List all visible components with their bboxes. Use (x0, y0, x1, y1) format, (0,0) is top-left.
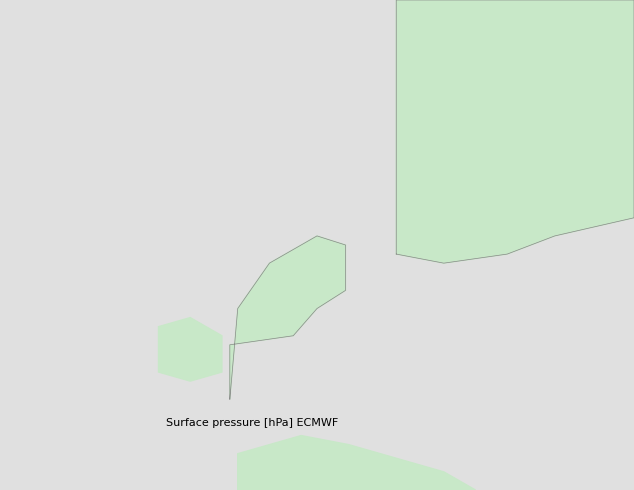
Polygon shape (230, 236, 346, 399)
Text: Surface pressure [hPa] ECMWF: Surface pressure [hPa] ECMWF (166, 418, 339, 428)
Polygon shape (158, 318, 222, 381)
Polygon shape (238, 436, 476, 490)
Polygon shape (396, 0, 634, 263)
